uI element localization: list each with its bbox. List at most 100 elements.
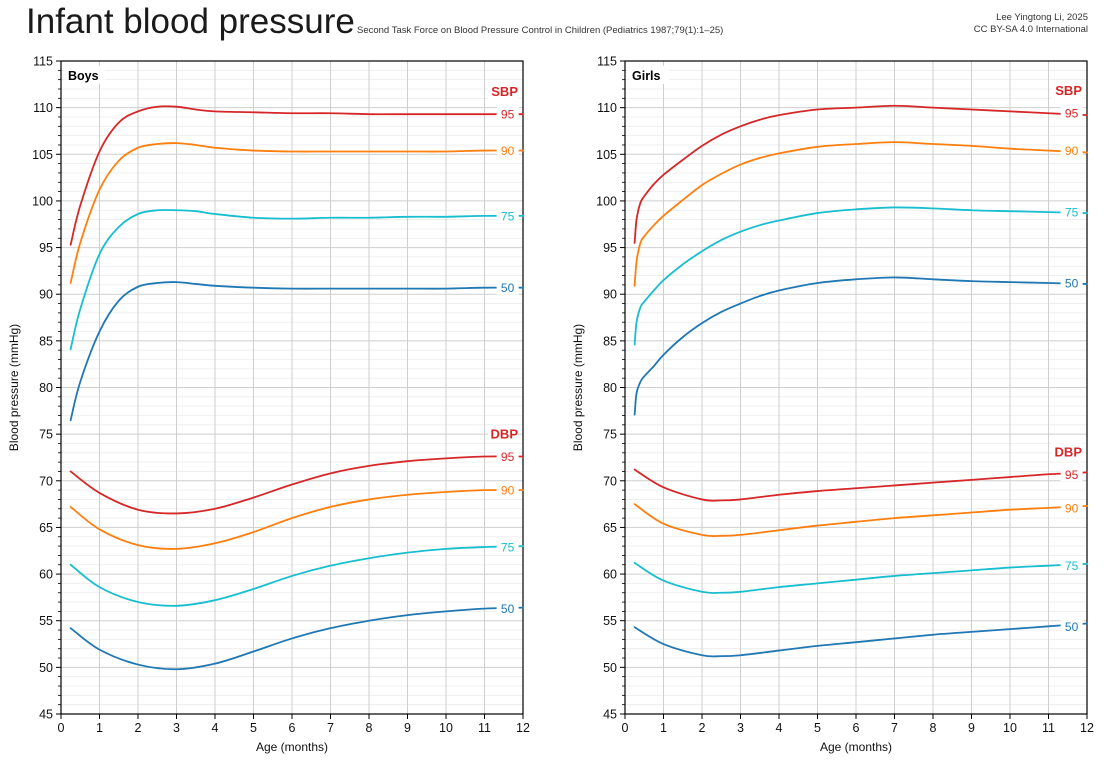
series-label-p95: 95 [501,450,515,464]
series-label-bg [496,280,519,295]
y-tick-label: 115 [33,55,53,69]
panel-title: Boys [68,69,99,83]
group-label-bg [488,425,518,443]
y-tick-label: 80 [603,381,617,395]
line-sbp-p95 [633,104,1088,244]
y-tick-label: 75 [603,428,617,442]
series-label-p95: 95 [1065,468,1079,482]
x-tick-label: 9 [968,721,975,735]
series-label-bg [1060,619,1083,634]
x-tick-label: 7 [327,721,334,735]
line-sbp-p95 [69,105,524,246]
y-tick-label: 115 [597,55,617,69]
line-dbp-p75 [69,545,524,607]
x-tick-label: 1 [660,721,667,735]
x-tick-label: 11 [478,721,491,735]
x-tick-label: 11 [1042,721,1055,735]
series-label-p50: 50 [501,602,515,616]
group-label-sbp: SBP [491,84,518,99]
y-tick-label: 80 [39,381,53,395]
series-label-p95: 95 [501,108,515,122]
x-tick-label: 4 [776,721,783,735]
series-label-p90: 90 [1065,144,1079,158]
series-label-bg [496,540,519,555]
series-label-p75: 75 [1065,559,1079,573]
y-tick-label: 65 [39,521,53,535]
series-label-bg [496,483,519,498]
y-tick-label: 105 [32,148,53,162]
x-tick-label: 12 [516,721,530,735]
line-sbp-p75 [633,206,1088,346]
series-label-p75: 75 [1065,206,1079,220]
y-tick-label: 45 [39,708,53,722]
series-label-bg [1060,205,1083,220]
series-label-p50: 50 [1065,277,1079,291]
y-tick-label: 60 [603,568,617,582]
line-sbp-p50 [633,276,1088,416]
y-tick-label: 55 [603,614,617,628]
group-label-dbp: DBP [1055,444,1083,459]
y-tick-label: 110 [597,101,617,115]
x-tick-label: 10 [1003,721,1017,735]
line-dbp-p90 [633,503,1088,538]
line-sbp-p50 [69,281,524,422]
page-subtitle: Second Task Force on Blood Pressure Cont… [357,25,724,36]
panel-title-bg [629,66,669,84]
x-tick-label: 6 [289,721,296,735]
line-dbp-p50 [633,622,1088,658]
y-tick-label: 45 [603,708,617,722]
group-label-dbp: DBP [491,427,519,442]
panel-title-bg [65,66,105,84]
y-tick-label: 55 [39,614,53,628]
y-axis-label: Blood pressure (mmHg) [7,324,21,451]
series-label-bg [496,107,519,122]
y-tick-label: 105 [596,148,617,162]
group-label-bg [1052,443,1082,461]
x-axis-label: Age (months) [256,740,328,754]
y-tick-label: 95 [603,241,617,255]
y-tick-label: 85 [603,334,617,348]
line-sbp-p90 [69,142,524,284]
series-label-bg [1060,143,1083,158]
credit-license: CC BY-SA 4.0 International [973,24,1088,35]
line-dbp-p75 [633,561,1088,594]
y-tick-label: 85 [39,334,53,348]
x-tick-label: 2 [699,721,706,735]
y-tick-label: 65 [603,521,617,535]
series-label-p90: 90 [501,144,515,158]
group-label-bg [488,83,518,101]
series-label-p90: 90 [501,484,515,498]
series-label-p95: 95 [1065,107,1079,121]
line-dbp-p95 [69,455,524,515]
x-axis-label: Age (months) [820,740,892,754]
x-tick-label: 9 [404,721,411,735]
credit-author: Lee Yingtong Li, 2025 [996,12,1088,23]
line-dbp-p50 [69,606,524,671]
y-tick-label: 50 [39,661,53,675]
x-tick-label: 1 [96,721,103,735]
y-tick-label: 110 [33,101,53,115]
group-label-bg [1052,82,1082,100]
x-tick-label: 12 [1080,721,1094,735]
credit-block: Lee Yingtong Li, 2025 CC BY-SA 4.0 Inter… [974,12,1088,36]
series-label-p50: 50 [501,281,515,295]
x-tick-label: 3 [737,721,744,735]
x-tick-label: 3 [173,721,180,735]
series-label-bg [1060,106,1083,121]
series-label-bg [1060,558,1083,573]
series-label-bg [496,208,519,223]
series-label-bg [496,143,519,158]
y-tick-label: 50 [603,661,617,675]
x-tick-label: 7 [891,721,898,735]
series-label-bg [496,601,519,616]
series-label-bg [1060,500,1083,515]
x-tick-label: 10 [439,721,453,735]
line-dbp-p95 [633,468,1088,502]
x-tick-label: 0 [622,721,629,735]
y-tick-label: 70 [39,474,53,488]
y-tick-label: 100 [596,194,617,208]
group-label-sbp: SBP [1055,83,1082,98]
y-axis-label: Blood pressure (mmHg) [571,324,585,451]
